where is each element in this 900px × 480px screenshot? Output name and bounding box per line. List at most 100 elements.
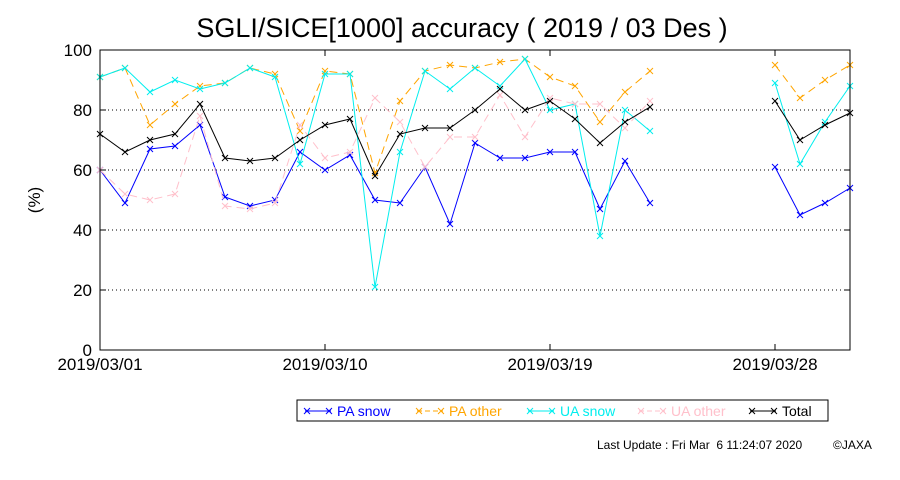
data-point xyxy=(496,82,504,90)
legend-item-ua-snow: UA snow xyxy=(526,403,616,419)
data-point xyxy=(421,67,429,75)
data-point xyxy=(621,118,629,126)
data-point xyxy=(521,106,529,114)
data-point xyxy=(146,145,154,153)
x-tick-label: 2019/03/19 xyxy=(507,355,592,374)
data-point xyxy=(146,88,154,96)
data-point xyxy=(121,199,129,207)
data-point xyxy=(196,100,204,108)
data-point xyxy=(596,118,604,126)
data-point xyxy=(571,100,579,108)
y-axis-label: (%) xyxy=(25,187,44,213)
legend-marker xyxy=(437,407,445,415)
data-point xyxy=(621,88,629,96)
data-point xyxy=(446,133,454,141)
data-point xyxy=(596,232,604,240)
data-point xyxy=(246,202,254,210)
data-point xyxy=(121,148,129,156)
data-point xyxy=(296,148,304,156)
y-axis-ticks: 0 20 40 60 80 100 xyxy=(64,41,850,360)
data-point xyxy=(271,73,279,81)
series-ua-snow xyxy=(96,55,854,291)
legend-label: UA other xyxy=(671,403,726,419)
legend-marker xyxy=(325,407,333,415)
data-point xyxy=(271,154,279,162)
data-point xyxy=(571,148,579,156)
series-line xyxy=(99,88,851,178)
data-point xyxy=(471,64,479,72)
data-point xyxy=(446,124,454,132)
data-point xyxy=(146,136,154,144)
footer-last-update: Last Update : Fri Mar 6 11:24:07 2020 xyxy=(597,438,803,452)
legend-marker xyxy=(659,407,667,415)
data-point xyxy=(321,70,329,78)
legend-item-total: Total xyxy=(748,403,812,419)
legend-marker xyxy=(303,407,311,415)
legend-marker xyxy=(415,407,423,415)
data-point xyxy=(371,283,379,291)
data-point xyxy=(371,94,379,102)
data-point xyxy=(646,103,654,111)
chart-title: SGLI/SICE[1000] accuracy ( 2019 / 03 Des… xyxy=(196,13,727,43)
legend-marker xyxy=(548,407,556,415)
data-point xyxy=(171,190,179,198)
data-point xyxy=(296,121,304,129)
data-point xyxy=(546,94,554,102)
data-point xyxy=(771,61,779,69)
data-point xyxy=(396,97,404,105)
data-point xyxy=(796,211,804,219)
data-point xyxy=(646,97,654,105)
data-point xyxy=(246,157,254,165)
legend-label: Total xyxy=(782,403,812,419)
legend-marker xyxy=(637,407,645,415)
legend: PA snow PA other UA snow UA other Total xyxy=(296,399,829,422)
data-point xyxy=(271,199,279,207)
legend-label: PA other xyxy=(449,403,502,419)
data-point xyxy=(296,160,304,168)
data-point xyxy=(646,127,654,135)
data-point xyxy=(821,199,829,207)
data-point xyxy=(821,76,829,84)
data-point xyxy=(546,148,554,156)
data-point xyxy=(546,106,554,114)
data-point xyxy=(646,67,654,75)
data-point xyxy=(596,139,604,147)
data-point xyxy=(221,154,229,162)
data-point xyxy=(321,121,329,129)
data-point xyxy=(796,136,804,144)
series-pa-other xyxy=(96,55,854,177)
data-point xyxy=(146,121,154,129)
data-point xyxy=(546,73,554,81)
data-point xyxy=(121,64,129,72)
legend-marker xyxy=(748,407,756,415)
data-point xyxy=(346,148,354,156)
data-point xyxy=(296,127,304,135)
series-line xyxy=(99,58,851,288)
data-point xyxy=(321,67,329,75)
data-point xyxy=(321,166,329,174)
data-point xyxy=(321,154,329,162)
y-tick-label: 60 xyxy=(73,161,92,180)
legend-marker xyxy=(770,407,778,415)
data-point xyxy=(221,202,229,210)
legend-marker xyxy=(526,407,534,415)
data-point xyxy=(346,151,354,159)
data-point xyxy=(796,94,804,102)
legend-item-ua-other: UA other xyxy=(637,403,726,419)
series-pa-snow xyxy=(96,121,854,228)
x-tick-label: 2019/03/10 xyxy=(282,355,367,374)
data-point xyxy=(171,130,179,138)
data-point xyxy=(496,58,504,66)
data-point xyxy=(471,139,479,147)
data-point xyxy=(146,196,154,204)
data-point xyxy=(621,106,629,114)
data-point xyxy=(296,136,304,144)
data-point xyxy=(196,85,204,93)
data-point xyxy=(421,163,429,171)
data-point xyxy=(571,82,579,90)
y-tick-label: 20 xyxy=(73,281,92,300)
data-point xyxy=(446,85,454,93)
data-point xyxy=(346,70,354,78)
y-tick-label: 40 xyxy=(73,221,92,240)
data-point xyxy=(496,91,504,99)
